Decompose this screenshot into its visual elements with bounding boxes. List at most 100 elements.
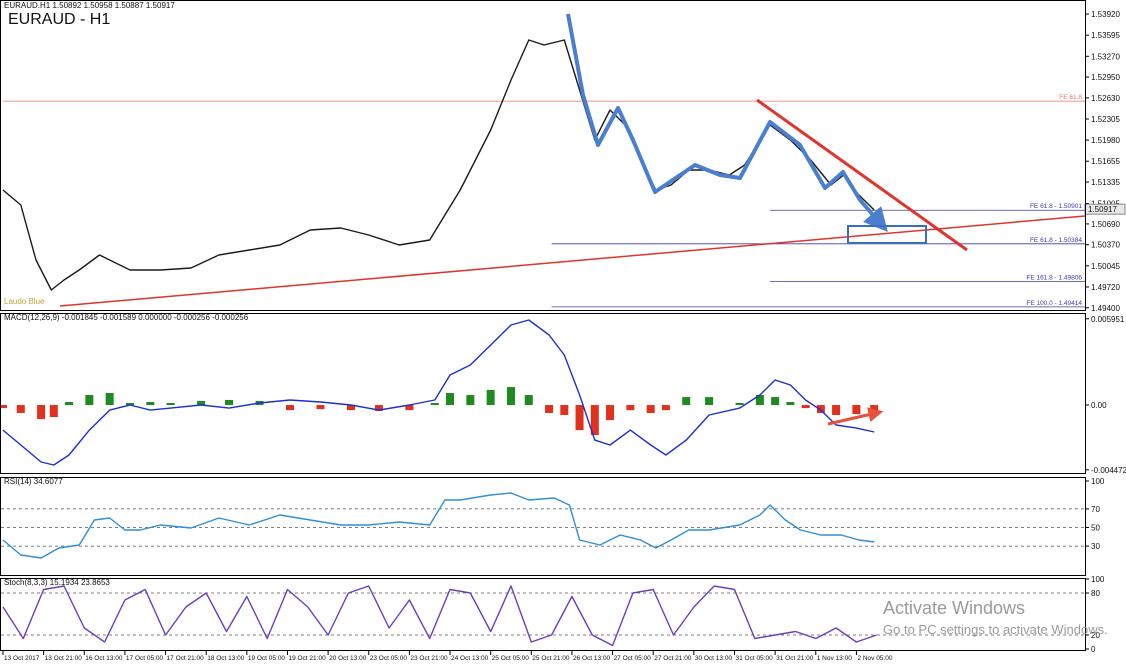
fibo-label: FE 61.8 - 1.50384	[1030, 237, 1082, 244]
fibo-label: FE 61.8 - 1.50901	[1030, 203, 1082, 210]
y-tick-label: 1.51335	[1091, 178, 1120, 187]
histogram-bar	[661, 405, 670, 411]
indicator-label: Laudo Blue	[4, 297, 45, 306]
x-tick-label: 23 Oct 05:00	[370, 655, 408, 662]
histogram-bar	[125, 403, 134, 406]
x-tick-label: 1 Nov 13:00	[817, 655, 852, 662]
histogram-bar	[646, 405, 655, 414]
y-tick-label: 30	[1091, 542, 1100, 551]
histogram-bar	[560, 405, 569, 416]
histogram-bar	[466, 395, 475, 406]
histogram-bar	[286, 405, 295, 411]
x-tick-label: 19 Oct 21:00	[288, 655, 326, 662]
histogram-bar	[816, 405, 825, 414]
panel-header: Stoch(8,3,3) 15.1934 23.8653	[4, 578, 110, 587]
y-tick-label: 1.52950	[1091, 73, 1120, 82]
layers: 1.53920 1.53595 1.53270 1.52950 1.52630 1.523…	[0, 10, 1126, 662]
x-tick-label: 16 Oct 13:00	[85, 655, 123, 662]
trendline	[59, 215, 1086, 307]
x-tick-label: 23 Oct 21:00	[410, 655, 448, 662]
y-tick-label: 100	[1091, 477, 1105, 486]
histogram-bar	[771, 397, 780, 406]
histogram-bar	[374, 405, 383, 411]
x-tick-label: 26 Oct 13:00	[573, 655, 611, 662]
histogram-bar	[590, 405, 599, 436]
histogram-bar	[65, 401, 74, 406]
y-tick-label: 0.005951	[1091, 315, 1125, 324]
histogram-bar	[105, 393, 114, 406]
histogram-bar	[786, 401, 795, 406]
histogram-bar	[85, 395, 94, 406]
stoch-frame	[0, 578, 1086, 651]
y-tick-label: 50	[1091, 524, 1100, 533]
histogram-bar	[524, 395, 533, 406]
y-tick-label: 1.50045	[1091, 262, 1120, 271]
x-tick-label: 31 Oct 05:00	[735, 655, 773, 662]
series-line	[2, 319, 875, 466]
series-line	[2, 585, 877, 647]
x-tick-label: 18 Oct 13:00	[207, 655, 245, 662]
divergence-arrow	[827, 407, 884, 426]
x-tick-label: 24 Oct 13:00	[451, 655, 489, 662]
panel-header: RSI(14) 34.6077	[4, 477, 63, 486]
y-tick-label: 1.50690	[1091, 220, 1120, 229]
histogram-bar	[735, 403, 744, 406]
histogram-bar	[606, 405, 615, 421]
histogram-bar	[346, 405, 355, 411]
watermark-subtitle: Go to PC settings to activate Windows.	[883, 622, 1108, 637]
x-tick-label: 27 Oct 21:00	[654, 655, 692, 662]
x-tick-label: 30 Oct 13:00	[695, 655, 733, 662]
y-tick-label: 1.49400	[1091, 304, 1120, 313]
y-tick-label: 1.51655	[1091, 157, 1120, 166]
trendline	[756, 98, 968, 252]
panel-header: EURAUD.H1 1.50892 1.50958 1.50887 1.5091…	[4, 1, 175, 10]
y-tick-label: 0.00	[1091, 401, 1107, 410]
histogram-bar	[166, 403, 175, 406]
histogram-bar	[575, 405, 584, 431]
y-tick-label: 70	[1091, 505, 1100, 514]
wave-drawing	[566, 13, 888, 233]
x-tick-label: 13 Oct 2017	[4, 655, 40, 662]
y-tick-label: 1.49720	[1091, 283, 1120, 292]
histogram-bar	[682, 397, 691, 406]
x-tick-label: 13 Oct 21:00	[45, 655, 83, 662]
histogram-bar	[197, 400, 206, 406]
histogram-bar	[405, 405, 414, 411]
y-tick-label: 1.53595	[1091, 31, 1120, 40]
y-tick-label: 1.53270	[1091, 52, 1120, 61]
x-tick-label: 25 Oct 05:00	[492, 655, 530, 662]
y-tick-label: 20	[1091, 631, 1100, 640]
histogram-bar	[852, 405, 861, 415]
y-tick-label: 1.52630	[1091, 94, 1120, 103]
price-frame	[0, 0, 1086, 311]
x-tick-label: 19 Oct 05:00	[248, 655, 286, 662]
histogram-bar	[0, 405, 7, 409]
last-price-label: 1.50917	[1088, 205, 1117, 214]
macd-frame	[0, 313, 1086, 474]
rsi-frame	[0, 477, 1086, 576]
y-tick-label: 1.51980	[1091, 136, 1120, 145]
panel-frames	[0, 0, 1086, 651]
histogram-bar	[705, 397, 714, 406]
histogram-bar	[49, 405, 58, 418]
x-tick-label: 25 Oct 21:00	[532, 655, 570, 662]
histogram-bar	[626, 405, 635, 411]
chart-title: EURAUD - H1	[8, 11, 110, 28]
x-tick-label: 2 Nov 05:00	[857, 655, 892, 662]
histogram-bar	[446, 393, 455, 406]
histogram-bar	[486, 389, 495, 406]
watermark-title: Activate Windows	[883, 598, 1025, 618]
x-tick-label: 20 Oct 13:00	[329, 655, 367, 662]
target-zone	[847, 225, 927, 244]
fibo-label: FE 100.0 - 1.49414	[1026, 300, 1082, 307]
y-tick-label: 1.53920	[1091, 10, 1120, 19]
histogram-bar	[16, 405, 25, 414]
histogram-bar	[316, 405, 325, 410]
series-line	[2, 492, 875, 559]
y-tick-label: 1.50370	[1091, 241, 1120, 250]
histogram-bar	[870, 405, 879, 412]
fibo-label: FE 161.8 - 1.49806	[1026, 274, 1082, 281]
histogram-bar	[506, 387, 515, 406]
y-tick-label: 0	[1091, 645, 1096, 654]
